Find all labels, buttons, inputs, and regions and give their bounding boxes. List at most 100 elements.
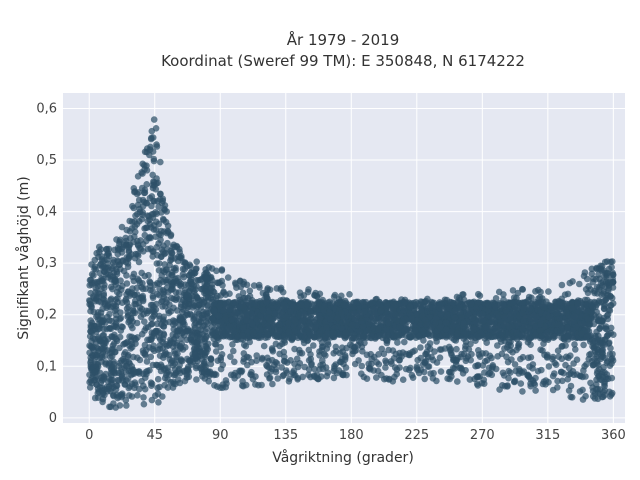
data-point [442,326,450,333]
data-point [594,367,601,375]
data-point [203,325,210,333]
data-point [417,344,424,351]
data-point [170,371,178,379]
data-point [124,263,132,271]
data-point [598,298,605,306]
data-point [543,298,550,306]
data-point [99,295,107,303]
chart-title-line-1: År 1979 - 2019 [287,30,400,49]
data-point [383,337,391,345]
data-point [326,309,333,316]
data-point [191,269,199,277]
data-point [205,378,212,385]
data-point [479,350,486,357]
data-point [508,299,516,307]
data-point [185,368,192,375]
data-point [585,283,592,290]
data-point [415,369,423,377]
data-point [163,229,170,237]
data-point [508,356,515,363]
data-point [289,369,297,377]
data-point [208,329,216,337]
data-point [318,343,326,351]
data-point [217,343,224,351]
data-point [330,374,338,382]
data-point [589,393,597,400]
data-point [454,378,461,385]
data-point [306,331,313,338]
data-point [399,376,407,384]
data-point [380,331,388,339]
data-point [605,375,612,383]
data-point [280,301,288,308]
data-point [99,395,107,403]
data-point [235,293,243,300]
data-point [132,212,139,219]
data-point [575,308,583,315]
data-point [176,315,184,322]
data-point [196,348,204,355]
data-point [124,375,132,382]
data-point [402,365,410,373]
data-points [86,116,617,411]
data-point [89,334,97,342]
data-point [184,311,192,318]
data-point [275,321,283,329]
data-point [159,345,166,352]
data-point [428,353,435,361]
data-point [143,181,150,188]
data-point [136,356,144,364]
data-point [303,301,310,309]
data-point [161,261,168,268]
data-point [105,245,113,253]
data-point [524,339,532,346]
data-point [164,364,171,372]
data-point [152,186,160,193]
data-point [147,336,155,344]
data-point [123,402,130,409]
data-point [164,376,171,383]
data-point [310,342,317,349]
data-point [479,310,486,318]
data-point [298,350,306,357]
data-point [166,356,174,363]
data-point [513,329,520,336]
data-point [299,373,307,381]
data-point [193,258,200,266]
data-point [218,267,226,274]
data-point [163,245,171,253]
data-point [505,323,513,331]
data-point [602,336,609,343]
data-point [103,256,111,263]
data-point [335,299,342,307]
data-point [378,371,385,379]
data-point [156,260,163,267]
data-point [446,368,453,376]
data-point [128,393,136,400]
data-point [141,341,149,349]
data-point [330,293,338,301]
data-point [587,379,594,387]
data-point [118,365,125,373]
data-point [551,333,559,340]
data-point [519,325,526,333]
data-point [525,354,532,362]
data-point [429,375,437,382]
data-point [545,363,553,370]
data-point [430,369,437,377]
data-point [273,285,281,292]
data-point [132,368,139,376]
data-point [143,309,151,317]
data-point [449,322,457,330]
data-point [114,394,121,402]
data-point [192,364,200,372]
data-point [191,313,199,321]
data-point [568,304,576,312]
data-point [135,196,143,204]
data-point [519,286,526,293]
data-point [103,251,111,259]
data-point [135,385,143,393]
data-point [601,273,608,280]
data-point [513,346,520,354]
data-point [474,382,482,389]
